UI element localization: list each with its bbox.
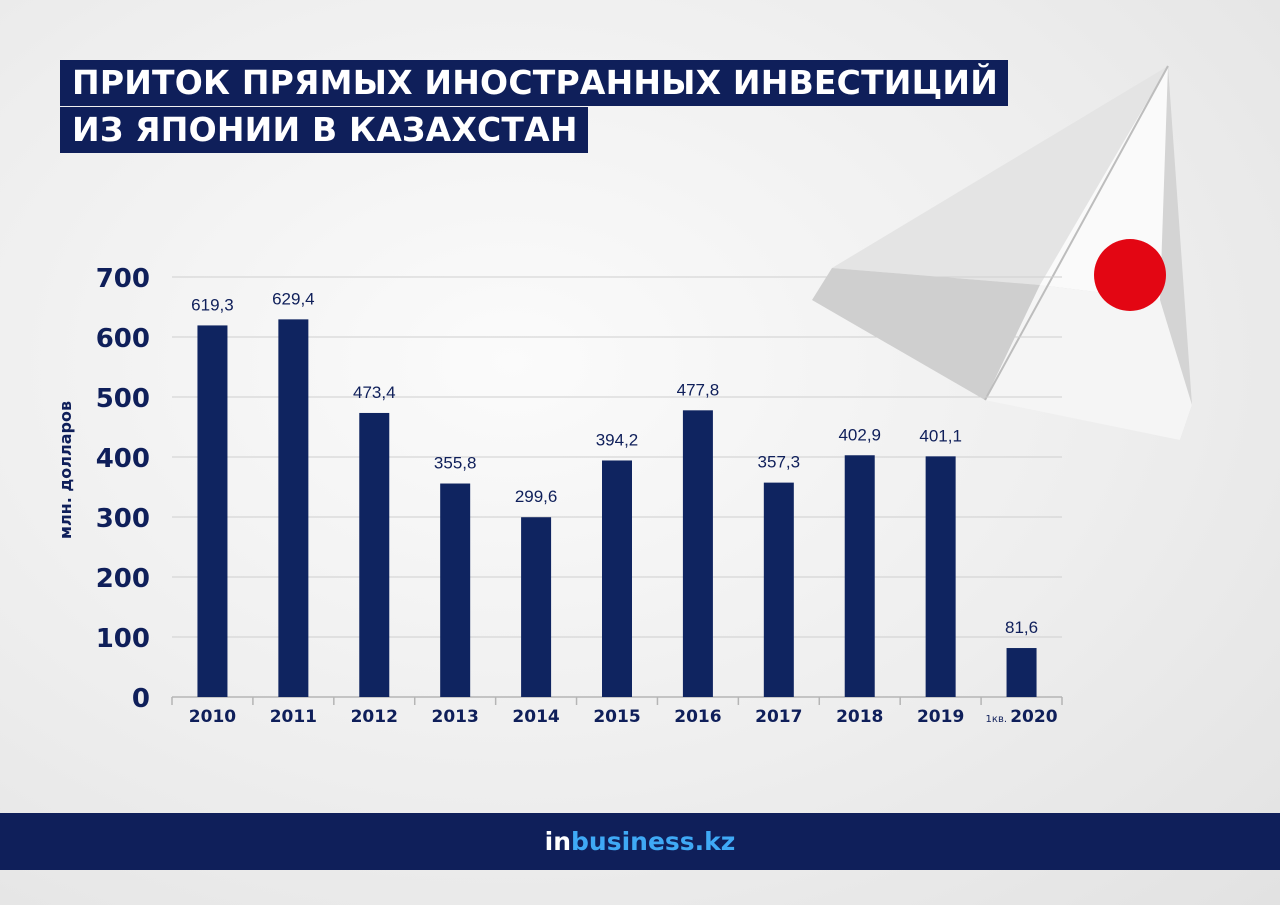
x-tick-year: 2015 [593, 707, 640, 727]
x-tick-year: 2012 [351, 707, 398, 727]
bar-2012 [359, 412, 390, 697]
x-tick-prefix: 1кв. [986, 714, 1011, 725]
x-tick-label: 1кв. 2020 [986, 707, 1058, 727]
x-tick-year: 2011 [270, 707, 317, 727]
y-tick-label: 400 [96, 444, 150, 474]
brand-logo-rest: business.kz [571, 827, 736, 856]
x-tick-label: 2014 [512, 707, 559, 727]
y-axis-label: млн. долларов [56, 401, 75, 539]
y-tick-label: 500 [96, 384, 150, 414]
bar-value-label: 629,4 [272, 289, 315, 308]
bar-2010 [197, 325, 228, 697]
chart-title-line-1: ПРИТОК ПРЯМЫХ ИНОСТРАННЫХ ИНВЕСТИЦИЙ [60, 60, 1009, 106]
x-tick-label: 2012 [351, 707, 398, 727]
x-tick-year: 2016 [674, 707, 721, 727]
bar-2014 [521, 517, 552, 697]
japan-flag-circle-icon [1094, 239, 1166, 311]
x-tick-year: 2014 [512, 707, 559, 727]
bar-value-label: 477,8 [677, 380, 720, 399]
brand-logo-in: in [544, 827, 572, 856]
bar-value-label: 402,9 [838, 425, 881, 444]
x-tick-label: 2017 [755, 707, 802, 727]
x-tick-year: 2020 [1010, 707, 1057, 727]
bar-2020 [1006, 648, 1037, 697]
paper-airplane-illustration [812, 65, 1192, 440]
y-tick-label: 100 [96, 624, 150, 654]
bar-value-label: 394,2 [596, 430, 639, 449]
x-tick-year: 2013 [432, 707, 479, 727]
bar-value-label: 619,3 [191, 295, 234, 314]
bar-value-label: 401,1 [919, 426, 962, 445]
x-tick-year: 2017 [755, 707, 802, 727]
bar-value-label: 355,8 [434, 454, 477, 473]
bar-2011 [278, 319, 309, 697]
bar-2018 [844, 455, 875, 697]
bar-value-label: 299,6 [515, 487, 558, 506]
x-tick-label: 2010 [189, 707, 236, 727]
y-tick-label: 200 [96, 564, 150, 594]
bar-2016 [682, 410, 713, 697]
y-tick-label: 0 [132, 684, 150, 714]
chart-title-line-2: ИЗ ЯПОНИИ В КАЗАХСТАН [60, 107, 588, 153]
bar-2019 [925, 456, 956, 697]
x-tick-year: 2018 [836, 707, 883, 727]
x-tick-label: 2015 [593, 707, 640, 727]
bar-2017 [763, 482, 794, 697]
bar-value-label: 81,6 [1005, 618, 1038, 637]
bar-2015 [602, 460, 632, 697]
x-tick-label: 2011 [270, 707, 317, 727]
y-tick-label: 300 [96, 504, 150, 534]
bar-value-label: 473,4 [353, 383, 396, 402]
bar-2013 [440, 483, 471, 697]
bar-value-label: 357,3 [758, 453, 801, 472]
x-tick-label: 2019 [917, 707, 964, 727]
x-tick-year: 2010 [189, 707, 236, 727]
x-tick-year: 2019 [917, 707, 964, 727]
footer-bar: inbusiness.kz [0, 813, 1280, 870]
y-tick-label: 700 [96, 264, 150, 294]
x-tick-label: 2018 [836, 707, 883, 727]
x-tick-label: 2016 [674, 707, 721, 727]
y-tick-label: 600 [96, 324, 150, 354]
x-tick-label: 2013 [432, 707, 479, 727]
brand-logo[interactable]: inbusiness.kz [0, 813, 1280, 870]
